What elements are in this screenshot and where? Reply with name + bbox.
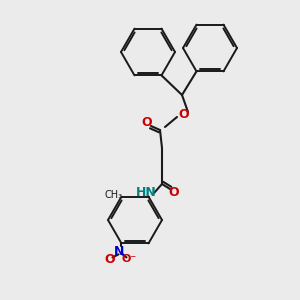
Text: O: O xyxy=(142,116,152,128)
Text: O: O xyxy=(169,187,179,200)
Text: O: O xyxy=(104,253,115,266)
Text: O: O xyxy=(179,109,189,122)
Text: ⁺: ⁺ xyxy=(121,252,125,261)
Text: CH₃: CH₃ xyxy=(104,190,123,200)
Text: N: N xyxy=(114,245,125,258)
Text: O⁻: O⁻ xyxy=(122,254,137,264)
Text: HN: HN xyxy=(136,187,156,200)
